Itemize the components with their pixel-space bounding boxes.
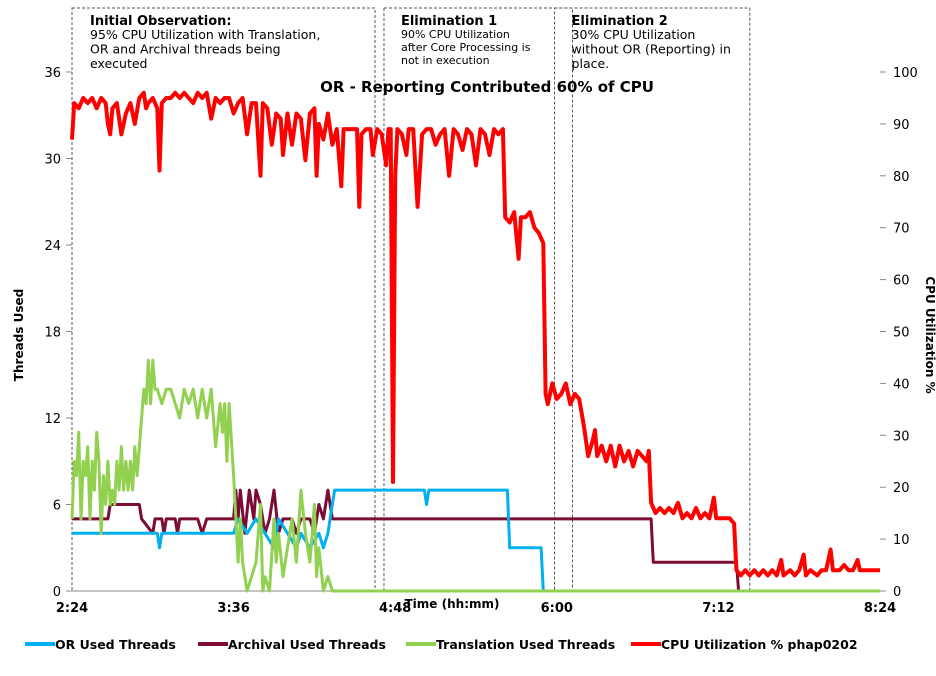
y-tick-label: 30 bbox=[44, 153, 61, 168]
x-tick-label: 2:24 bbox=[56, 601, 88, 616]
legend-label: OR Used Threads bbox=[55, 637, 176, 652]
annotation-text: 95% CPU Utilization with Translation, bbox=[90, 27, 320, 42]
y2-tick-label: 70 bbox=[893, 222, 910, 237]
x-tick-label: 4:48 bbox=[379, 601, 411, 616]
x-axis-title: Time (hh:mm) bbox=[405, 597, 500, 611]
y2-tick-label: 80 bbox=[893, 170, 910, 185]
annotation-title: Initial Observation: bbox=[90, 14, 232, 29]
y2-tick-label: 0 bbox=[893, 585, 901, 600]
annotation-text: executed bbox=[90, 56, 148, 71]
y2-tick-label: 60 bbox=[893, 274, 910, 289]
series-line-archival-used-threads bbox=[72, 488, 880, 593]
y-tick-label: 24 bbox=[44, 239, 61, 254]
series-line-cpu-utilization-phap0202 bbox=[70, 90, 880, 578]
y2-tick-label: 20 bbox=[893, 481, 910, 496]
y-tick-label: 18 bbox=[44, 326, 61, 341]
annotation-text: place. bbox=[572, 56, 610, 71]
y-tick-label: 36 bbox=[44, 66, 61, 81]
annotations: Initial Observation:95% CPU Utilization … bbox=[71, 7, 751, 592]
y-tick-label: 0 bbox=[53, 585, 61, 600]
series-lines bbox=[70, 90, 880, 593]
annotation-text: not in execution bbox=[401, 54, 490, 67]
y2-axis-title: CPU Utilization % bbox=[923, 276, 936, 393]
y2-tick-label: 50 bbox=[893, 326, 910, 341]
series-line-translation-used-threads bbox=[70, 358, 880, 593]
x-tick-label: 3:36 bbox=[217, 601, 249, 616]
x-tick-label: 7:12 bbox=[702, 601, 734, 616]
y-tick-label: 12 bbox=[44, 412, 61, 427]
x-tick-label: 8:24 bbox=[864, 601, 896, 616]
y-axis-title: Threads Used bbox=[12, 289, 26, 381]
chart-title: OR - Reporting Contributed 60% of CPU bbox=[320, 78, 654, 96]
legend-label: Archival Used Threads bbox=[228, 637, 386, 652]
legend-item: CPU Utilization % phap0202 bbox=[631, 637, 858, 652]
legend-item: Archival Used Threads bbox=[198, 637, 386, 652]
annotation-text: 30% CPU Utilization bbox=[572, 27, 696, 42]
legend-item: Translation Used Threads bbox=[406, 637, 615, 652]
annotation-box: Initial Observation:95% CPU Utilization … bbox=[71, 7, 376, 592]
annotation-text: after Core Processing is bbox=[401, 41, 531, 54]
y-tick-label: 6 bbox=[53, 499, 61, 514]
axes: 0 6 12 18 24 30 36 0 10 20 30 40 50 60 70 80 90 100 2:24 3:… bbox=[44, 66, 917, 616]
y2-tick-label: 40 bbox=[893, 377, 910, 392]
annotation-text: without OR (Reporting) in bbox=[572, 42, 731, 57]
annotation-text: OR and Archival threads being bbox=[90, 42, 281, 57]
y2-tick-label: 10 bbox=[893, 533, 910, 548]
x-tick-label: 6:00 bbox=[541, 601, 573, 616]
y2-tick-label: 30 bbox=[893, 429, 910, 444]
annotation-title: Elimination 1 bbox=[401, 14, 497, 29]
y2-tick-label: 90 bbox=[893, 118, 910, 133]
y2-tick-label: 100 bbox=[893, 66, 918, 81]
legend-item: OR Used Threads bbox=[25, 637, 176, 652]
annotation-title: Elimination 2 bbox=[572, 14, 668, 29]
legend: OR Used Threads Archival Used Threads Tran… bbox=[25, 637, 858, 652]
legend-label: CPU Utilization % phap0202 bbox=[661, 637, 858, 652]
legend-label: Translation Used Threads bbox=[436, 637, 615, 652]
annotation-text: 90% CPU Utilization bbox=[401, 28, 510, 41]
